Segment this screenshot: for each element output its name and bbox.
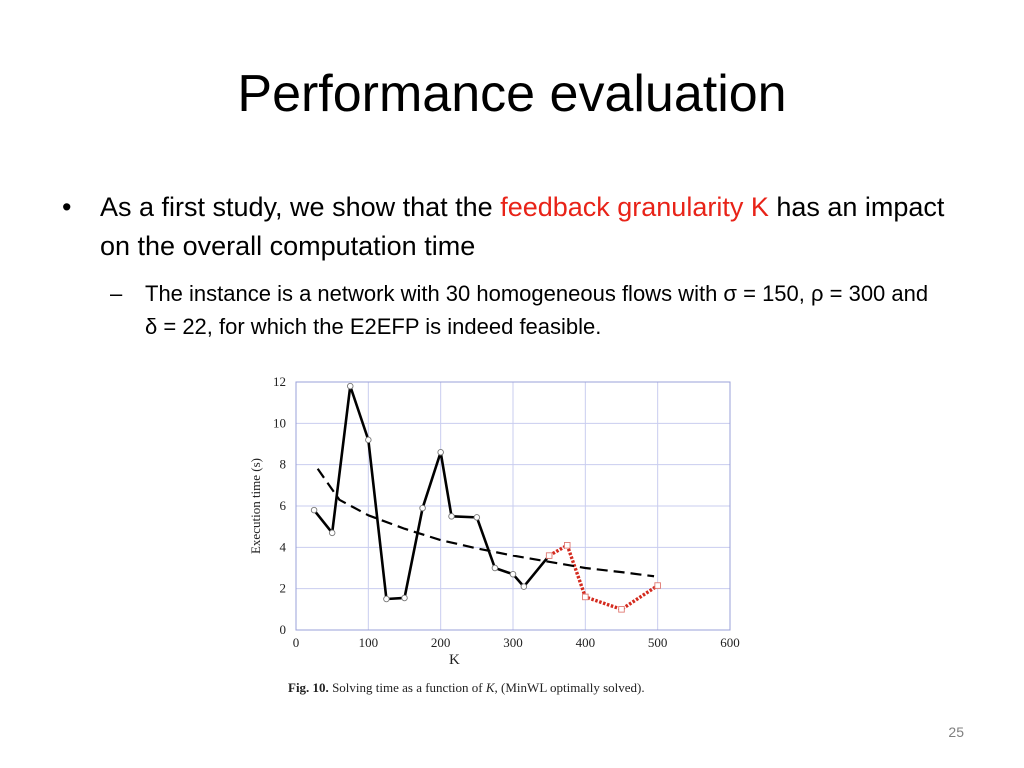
y-tick-label: 12	[273, 374, 286, 389]
y-tick-label: 2	[280, 581, 287, 596]
y-tick-label: 8	[280, 457, 287, 472]
dashed-trend-line	[316, 468, 655, 578]
data-point-marker	[419, 504, 426, 512]
data-point-marker	[365, 436, 372, 444]
data-point-marker	[473, 514, 481, 521]
data-point-marker-red	[564, 542, 571, 549]
x-tick-label: 400	[576, 635, 596, 650]
y-tick-label: 6	[280, 498, 287, 513]
data-point-marker	[437, 449, 444, 456]
y-tick-label: 10	[273, 415, 286, 430]
data-point-marker	[401, 594, 408, 602]
data-point-marker	[520, 583, 528, 590]
plot-frame	[295, 381, 731, 631]
x-tick-label: 0	[293, 635, 300, 650]
bullet-text-before: As a first study, we show that the	[100, 192, 501, 222]
data-point-marker	[448, 513, 455, 520]
execution-time-chart: 0 100 200 300 400 500 600 0 2 4 6 8 10 12 K Execution t…	[248, 374, 740, 668]
sub-bullet-text: The instance is a network with 30 homoge…	[145, 281, 929, 339]
x-tick-label: 500	[648, 635, 668, 650]
slide-title: Performance evaluation	[237, 65, 787, 123]
data-point-marker-red	[545, 552, 553, 559]
data-point-marker	[509, 570, 517, 578]
data-point-marker	[328, 529, 336, 537]
caption-text-after: , (MinWL optimally solved).	[494, 680, 645, 695]
caption-label: Fig. 10.	[288, 680, 329, 695]
x-tick-label: 200	[431, 635, 451, 650]
caption-italic: K	[485, 680, 495, 695]
y-axis-label: Execution time (s)	[248, 458, 263, 554]
solid-series-line	[313, 384, 551, 601]
red-dotted-series-line	[548, 543, 659, 612]
data-point-marker	[346, 382, 354, 390]
data-point-marker-red	[582, 593, 589, 601]
x-tick-label: 300	[503, 635, 523, 650]
x-tick-label: 600	[720, 635, 740, 650]
highlight-text: feedback granularity K	[500, 192, 769, 222]
data-point-marker	[310, 506, 318, 514]
bullet-text: As a first study, we show that the feedb…	[100, 188, 960, 266]
x-tick-label: 100	[359, 635, 379, 650]
data-point-marker	[383, 595, 390, 603]
caption-text-before: Solving time as a function of	[332, 680, 486, 695]
bullet-text-after: has an impact on the overall computation…	[100, 192, 945, 261]
bullet-dot-icon: •	[62, 192, 72, 222]
x-axis-label: K	[449, 652, 460, 668]
data-point-marker	[491, 564, 499, 572]
y-tick-label: 0	[280, 622, 287, 637]
figure-caption: Fig. 10. Solving time as a function of K…	[288, 680, 768, 696]
data-point-marker-red	[654, 582, 661, 589]
data-point-marker-red	[618, 606, 625, 613]
y-tick-label: 4	[280, 539, 287, 554]
bullet-dash-icon: –	[110, 281, 123, 306]
page-number: 25	[948, 724, 964, 740]
